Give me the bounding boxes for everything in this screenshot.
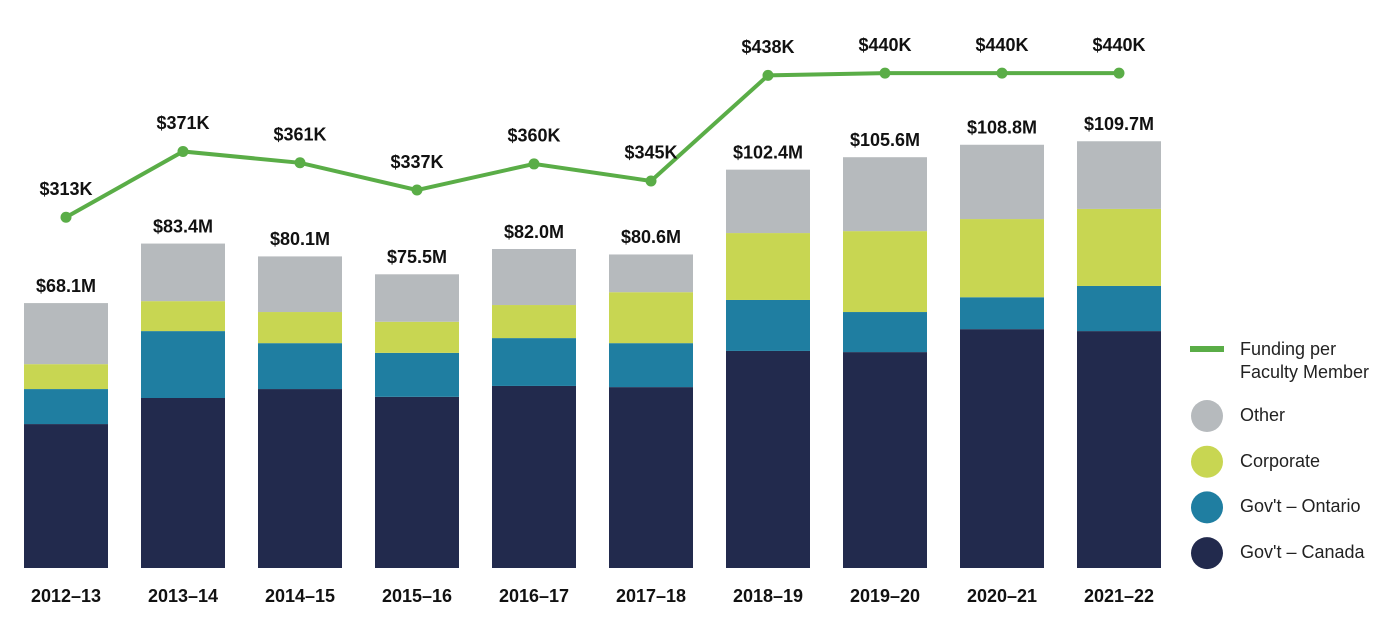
bar-segment: [492, 249, 576, 306]
total-label: $80.6M: [621, 227, 681, 247]
line-point: [645, 175, 657, 187]
x-tick-label: 2013–14: [148, 586, 218, 606]
legend-label: Other: [1240, 405, 1286, 425]
bar-segment: [726, 299, 810, 351]
line-point: [294, 157, 306, 169]
line: [65, 71, 1119, 220]
total-label: $75.5M: [387, 247, 447, 267]
line-point: [60, 211, 72, 223]
bar-segment: [1077, 141, 1161, 209]
total-label: $80.1M: [270, 229, 330, 249]
bar-segment: [726, 350, 810, 568]
bar-segment: [960, 144, 1044, 220]
x-tick-label: 2018–19: [733, 586, 803, 606]
x-tick-label: 2015–16: [382, 586, 452, 606]
line-value-label: $337K: [390, 152, 443, 172]
line-point: [528, 158, 540, 170]
bar-segment: [492, 338, 576, 386]
bar-segment: [960, 219, 1044, 298]
line-value-label: $371K: [156, 113, 209, 133]
total-label: $68.1M: [36, 276, 96, 296]
line-point: [762, 69, 774, 81]
bar-segment: [375, 396, 459, 568]
x-tick-label: 2014–15: [265, 586, 335, 606]
line-value-label: $440K: [975, 35, 1028, 55]
legend-swatch: [1191, 537, 1223, 570]
bar-segment: [141, 243, 225, 302]
legend-swatch: [1191, 491, 1223, 524]
x-tick-label: 2020–21: [967, 586, 1037, 606]
bar-segment: [960, 297, 1044, 330]
total-label: $83.4M: [153, 216, 213, 236]
line-point: [177, 145, 189, 157]
legend-label: Gov't – Canada: [1240, 542, 1365, 563]
bar-segment: [1077, 331, 1161, 568]
bar-segment: [609, 254, 693, 293]
bar-segment: [375, 352, 459, 397]
x-tick-label: 2016–17: [499, 586, 569, 606]
bar-segment: [726, 233, 810, 300]
total-label: $108.8M: [967, 118, 1037, 138]
bar-segment: [843, 352, 927, 568]
bar-segment: [141, 331, 225, 399]
bar-segment: [141, 301, 225, 332]
bar-segment: [141, 398, 225, 568]
bar-segment: [843, 231, 927, 313]
legend-label: Corporate: [1240, 450, 1321, 471]
line-value-label: $360K: [507, 126, 560, 146]
bar-segment: [375, 274, 459, 322]
bar-segment: [24, 364, 108, 390]
legend-label: Gov't – Ontario: [1240, 496, 1361, 517]
total-label: $102.4M: [733, 142, 803, 162]
bar-segment: [375, 321, 459, 353]
bar-segment: [258, 312, 342, 344]
bar-segment: [24, 424, 108, 568]
line-value-label: $361K: [273, 125, 326, 145]
bar-segment: [24, 389, 108, 425]
total-label: $82.0M: [504, 222, 564, 242]
bar-segment: [609, 343, 693, 388]
bar-segment: [726, 169, 810, 234]
bar-segment: [609, 292, 693, 344]
bar-segment: [258, 343, 342, 390]
x-tick-label: 2021–22: [1084, 586, 1154, 606]
line-point: [996, 67, 1008, 79]
line-value-label: $440K: [858, 35, 911, 55]
legend-label: Funding per Faculty Member: [1240, 339, 1370, 382]
line-value-label: $345K: [624, 143, 677, 163]
line-point: [879, 67, 891, 79]
total-label: $109.7M: [1084, 114, 1154, 134]
legend-swatch: [1191, 400, 1223, 432]
bar-segment: [492, 305, 576, 339]
bar-segment: [24, 303, 108, 365]
line-point: [411, 184, 423, 196]
x-tick-label: 2012–13: [31, 586, 101, 606]
total-label: $105.6M: [850, 130, 920, 150]
bar-segment: [1077, 285, 1161, 332]
x-tick-label: 2019–20: [850, 586, 920, 606]
line-value-label: $440K: [1092, 35, 1145, 55]
bar-segment: [258, 256, 342, 313]
bar-segment: [609, 387, 693, 568]
line-value-label: $438K: [741, 37, 794, 57]
legend-swatch: [1191, 445, 1223, 478]
bar-segment: [960, 329, 1044, 568]
line-value-label: $313K: [39, 179, 92, 199]
line-point: [1113, 67, 1125, 79]
x-tick-label: 2017–18: [616, 586, 686, 606]
bar-segment: [843, 312, 927, 353]
bar-segment: [1077, 208, 1161, 286]
bar-segment: [258, 389, 342, 568]
bar-segment: [843, 157, 927, 232]
bar-segment: [492, 385, 576, 568]
